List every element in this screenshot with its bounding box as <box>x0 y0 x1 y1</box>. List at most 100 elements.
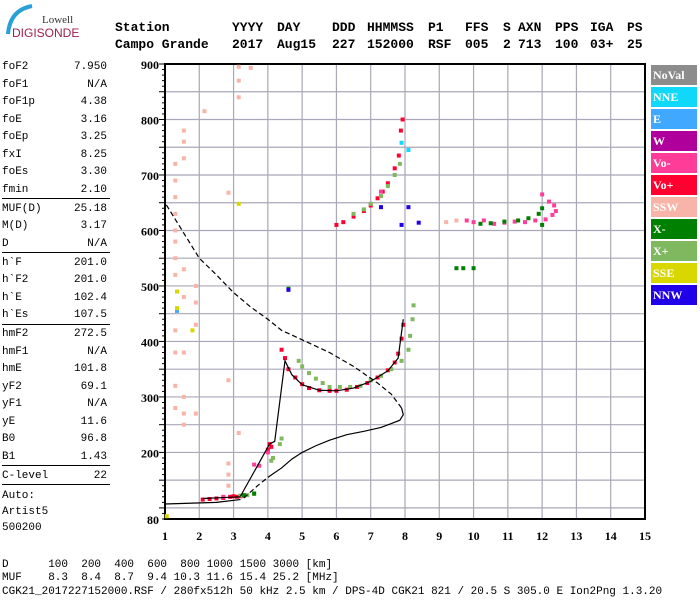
param-row: hmE 101.8 <box>2 362 107 376</box>
x-tick-label: 6 <box>333 529 339 543</box>
param-row: hmF1 N/A <box>2 345 107 359</box>
data-point-ssw <box>181 422 186 427</box>
param-row: B0 96.8 <box>2 432 107 446</box>
header-label: HHMMSS <box>367 20 414 35</box>
data-point-ssw <box>226 190 231 195</box>
param-row: C-level 22 <box>2 469 107 483</box>
data-point-ssw <box>226 472 231 477</box>
profile-low-line <box>164 498 241 505</box>
footer-muf-row: MUF 8.3 8.4 8.7 9.4 10.3 11.6 15.4 25.2 … <box>2 572 339 584</box>
data-point-ssw <box>181 350 186 355</box>
plot-frame <box>164 63 646 520</box>
legend-item: NNE <box>651 87 697 107</box>
x-tick-label: 12 <box>536 529 548 543</box>
data-point-x- <box>241 493 246 498</box>
profile-dashed-line <box>243 476 269 499</box>
param-value: N/A <box>87 78 107 91</box>
y-tick-label: 300 <box>141 391 159 405</box>
data-point-vo- <box>252 462 257 467</box>
param-label: h`E <box>2 291 22 304</box>
data-point-vo+ <box>207 497 212 502</box>
footer-distance-row: D 100 200 400 600 800 1000 1500 3000 [km… <box>2 559 333 571</box>
autoscale-line2: Artist5 <box>2 505 49 518</box>
data-point-ssw <box>173 228 178 233</box>
x-tick-label: 4 <box>265 529 271 543</box>
header-value: 100 <box>555 37 579 52</box>
param-label: C-level <box>2 469 49 482</box>
data-point-ssw <box>193 300 198 305</box>
data-point-vo+ <box>385 181 390 186</box>
autoscale-line1: Auto: <box>2 489 36 502</box>
data-point-ssw <box>173 350 178 355</box>
divider <box>2 323 110 325</box>
data-point-ssw <box>236 95 241 100</box>
param-row: foE 3.16 <box>2 113 107 127</box>
data-point-vo+ <box>375 196 380 201</box>
data-point-x+ <box>348 384 353 389</box>
param-label: yE <box>2 415 16 428</box>
legend-item: NNW <box>651 285 697 305</box>
data-point-x- <box>488 221 493 226</box>
data-point-vo+ <box>269 444 274 449</box>
data-point-x+ <box>351 211 356 216</box>
logo-line2: DIGISONDE <box>12 26 80 40</box>
data-point-vo+ <box>214 496 219 501</box>
data-point-vo+ <box>392 166 397 171</box>
logo-line1: Lowell <box>42 14 74 26</box>
ionogram-plot: 1 2 3 4 5 6 7 8 9 10 11 12 13 14 158020030040050060070… <box>141 58 651 543</box>
param-label: hmF2 <box>2 328 29 340</box>
param-value: 2.10 <box>80 183 107 196</box>
data-point-ssw <box>181 295 186 300</box>
data-point-nnw <box>406 205 411 210</box>
param-label: fmin <box>2 183 29 196</box>
data-point-ssw <box>173 256 178 261</box>
data-point-vo+ <box>396 153 401 158</box>
param-value: 69.1 <box>80 380 107 393</box>
data-point-x- <box>502 219 507 224</box>
param-label: foF1p <box>2 96 36 108</box>
data-point-ssw <box>173 328 178 333</box>
param-label: B1 <box>2 450 16 463</box>
data-point-vo- <box>471 220 476 225</box>
y-tick-label: 400 <box>141 335 159 349</box>
data-point-sse <box>236 201 241 206</box>
param-row: h`Es 107.5 <box>2 308 107 322</box>
data-point-vo+ <box>334 222 339 227</box>
param-label: h`Es <box>2 309 29 321</box>
data-point-x- <box>252 491 257 496</box>
x-tick-label: 5 <box>299 529 305 543</box>
data-point-vo+ <box>399 336 404 341</box>
header-label: S <box>503 20 511 35</box>
x-tick-label: 8 <box>402 529 408 543</box>
autoscale-line3: 500200 <box>2 521 42 534</box>
param-value: 96.8 <box>80 433 107 445</box>
param-label: h`F2 <box>2 274 29 286</box>
data-point-ssw <box>226 483 231 488</box>
param-label: foE <box>2 113 22 126</box>
param-row: yF1 N/A <box>2 397 107 411</box>
data-point-x+ <box>307 371 311 376</box>
header-value: 2017 <box>232 37 264 52</box>
data-point-nnw <box>286 287 291 292</box>
header-label: FFS <box>465 20 489 35</box>
legend-item: SSW <box>651 197 697 217</box>
data-point-ssw <box>236 78 241 83</box>
header-value: 152000 <box>367 37 414 52</box>
data-point-x- <box>471 266 476 271</box>
data-point-x- <box>516 218 521 223</box>
data-point-x+ <box>379 194 383 199</box>
param-row: h`F2 201.0 <box>2 273 107 287</box>
trace-fit-line <box>239 319 404 497</box>
data-point-ssw <box>181 128 186 133</box>
param-label: hmF1 <box>2 345 29 358</box>
param-label: yF2 <box>2 380 22 393</box>
param-label: B0 <box>2 433 16 445</box>
param-value: 1.43 <box>80 450 107 463</box>
param-row: hmF2 272.5 <box>2 327 107 341</box>
param-label: MUF(D) <box>2 202 42 215</box>
param-value: 3.30 <box>80 166 107 178</box>
param-value: 8.25 <box>80 148 107 161</box>
param-value: 25.18 <box>73 202 107 215</box>
data-point-ssw <box>173 272 178 277</box>
